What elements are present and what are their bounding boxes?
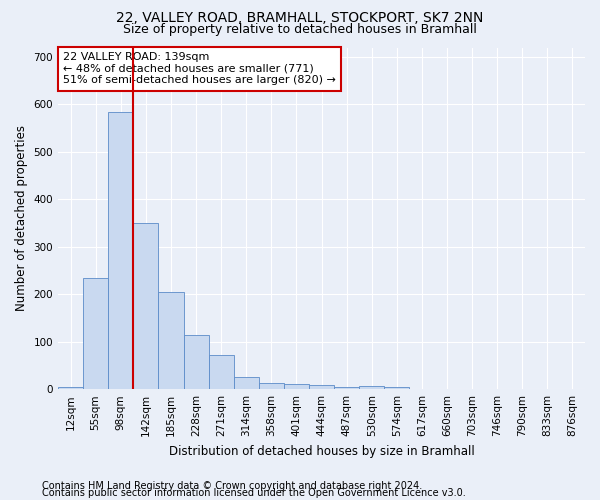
Bar [259, 383, 284, 389]
Bar [83, 278, 108, 389]
Bar [184, 334, 209, 389]
Text: Contains public sector information licensed under the Open Government Licence v3: Contains public sector information licen… [42, 488, 466, 498]
Bar [133, 223, 158, 389]
Bar [359, 386, 384, 389]
Text: 22 VALLEY ROAD: 139sqm
← 48% of detached houses are smaller (771)
51% of semi-de: 22 VALLEY ROAD: 139sqm ← 48% of detached… [63, 52, 336, 86]
Text: Contains HM Land Registry data © Crown copyright and database right 2024.: Contains HM Land Registry data © Crown c… [42, 481, 422, 491]
Bar [158, 292, 184, 389]
Bar [108, 112, 133, 389]
Text: Size of property relative to detached houses in Bramhall: Size of property relative to detached ho… [123, 22, 477, 36]
Bar [334, 387, 359, 389]
Y-axis label: Number of detached properties: Number of detached properties [15, 126, 28, 312]
Bar [233, 378, 259, 389]
X-axis label: Distribution of detached houses by size in Bramhall: Distribution of detached houses by size … [169, 444, 475, 458]
Bar [384, 387, 409, 389]
Bar [309, 386, 334, 389]
Bar [209, 354, 233, 389]
Bar [284, 384, 309, 389]
Text: 22, VALLEY ROAD, BRAMHALL, STOCKPORT, SK7 2NN: 22, VALLEY ROAD, BRAMHALL, STOCKPORT, SK… [116, 11, 484, 25]
Bar [58, 387, 83, 389]
